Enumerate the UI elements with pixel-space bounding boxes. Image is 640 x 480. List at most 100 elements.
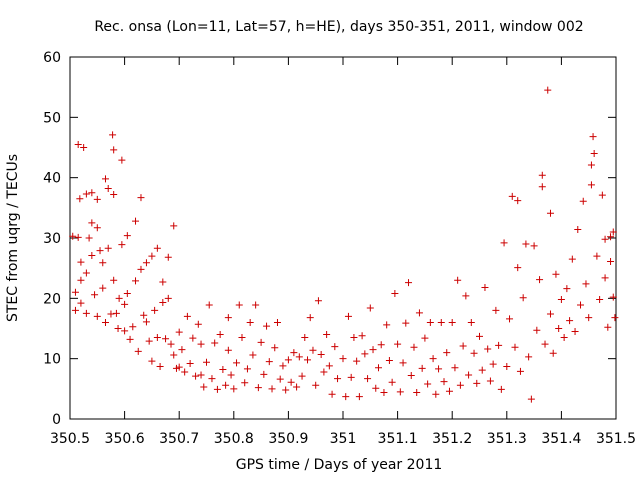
data-point: [298, 372, 306, 380]
data-point: [153, 244, 161, 252]
data-point: [167, 340, 175, 348]
data-point: [80, 144, 88, 151]
data-point: [424, 380, 432, 388]
data-point: [178, 346, 186, 354]
data-point: [93, 312, 101, 320]
data-point: [134, 347, 142, 355]
y-tick-label: 10: [43, 352, 61, 368]
data-point: [516, 367, 524, 375]
data-point: [465, 371, 473, 379]
data-point: [538, 171, 546, 179]
x-ticks: 350.5 350.6 350.7 350.8 350.9 351 351.1 351.2 35…: [50, 57, 636, 447]
data-point: [279, 362, 287, 370]
data-point: [353, 357, 361, 365]
data-point: [402, 319, 410, 327]
data-point: [405, 279, 413, 287]
data-point: [589, 133, 597, 141]
data-point: [88, 251, 96, 259]
data-point: [203, 358, 210, 366]
y-tick-label: 30: [43, 231, 61, 247]
data-point: [241, 379, 249, 387]
data-point: [216, 331, 224, 339]
data-point: [601, 235, 609, 243]
data-point: [557, 296, 565, 304]
data-point: [334, 375, 342, 383]
data-point: [301, 334, 309, 342]
data-point: [541, 340, 549, 348]
data-point: [467, 318, 475, 326]
data-point: [88, 219, 96, 227]
data-point: [492, 306, 500, 314]
data-point: [159, 299, 167, 307]
data-point: [347, 373, 355, 381]
data-point: [112, 309, 120, 317]
data-point: [312, 381, 320, 389]
data-point: [585, 314, 593, 322]
data-point: [604, 323, 612, 331]
data-point: [200, 383, 208, 391]
data-point: [101, 175, 109, 183]
data-point: [607, 233, 615, 241]
data-point: [263, 322, 271, 330]
data-point: [443, 349, 451, 357]
data-point: [121, 327, 129, 335]
data-point: [429, 355, 437, 363]
data-points: [69, 86, 619, 403]
data-point: [282, 386, 290, 394]
data-point: [121, 300, 129, 308]
data-point: [194, 320, 202, 328]
data-point: [601, 274, 609, 282]
data-point: [142, 259, 150, 267]
data-point: [470, 349, 478, 357]
data-point: [118, 241, 126, 249]
data-point: [372, 384, 380, 392]
data-point: [96, 247, 104, 255]
plot-border: [69, 56, 617, 420]
data-point: [276, 375, 284, 383]
data-point: [508, 192, 516, 200]
data-point: [186, 359, 194, 367]
x-tick-label: 351.3: [487, 431, 527, 447]
data-point: [110, 276, 118, 284]
data-point: [192, 372, 200, 380]
data-point: [325, 362, 333, 370]
data-point: [115, 294, 123, 302]
data-point: [473, 379, 481, 387]
data-point: [137, 194, 145, 202]
data-point: [577, 301, 585, 309]
data-point: [579, 197, 587, 205]
data-point: [609, 293, 617, 301]
data-point: [596, 296, 604, 304]
data-point: [175, 328, 183, 336]
data-point: [110, 191, 118, 199]
x-tick-label: 350.7: [159, 431, 199, 447]
data-point: [109, 131, 117, 139]
data-point: [82, 269, 90, 277]
data-point: [410, 343, 418, 351]
data-point: [456, 381, 464, 389]
data-point: [344, 312, 352, 320]
data-point: [153, 334, 161, 342]
data-point: [377, 341, 385, 349]
data-point: [320, 368, 328, 376]
data-point: [93, 224, 101, 232]
x-tick-label: 351.4: [541, 431, 581, 447]
data-point: [421, 334, 429, 342]
data-point: [197, 371, 205, 379]
data-point: [489, 360, 497, 368]
data-point: [481, 283, 489, 291]
data-point: [213, 385, 221, 393]
data-point: [593, 252, 601, 260]
y-ticks: 0 10 20 30 40 50 60: [43, 50, 616, 428]
data-point: [536, 276, 544, 284]
data-point: [224, 346, 232, 354]
data-point: [148, 252, 156, 260]
data-point: [93, 195, 101, 203]
data-point: [590, 150, 598, 158]
data-point: [222, 381, 230, 389]
data-point: [74, 233, 82, 241]
data-point: [587, 181, 595, 189]
data-point: [549, 349, 557, 357]
data-point: [497, 385, 505, 393]
data-point: [69, 232, 77, 240]
